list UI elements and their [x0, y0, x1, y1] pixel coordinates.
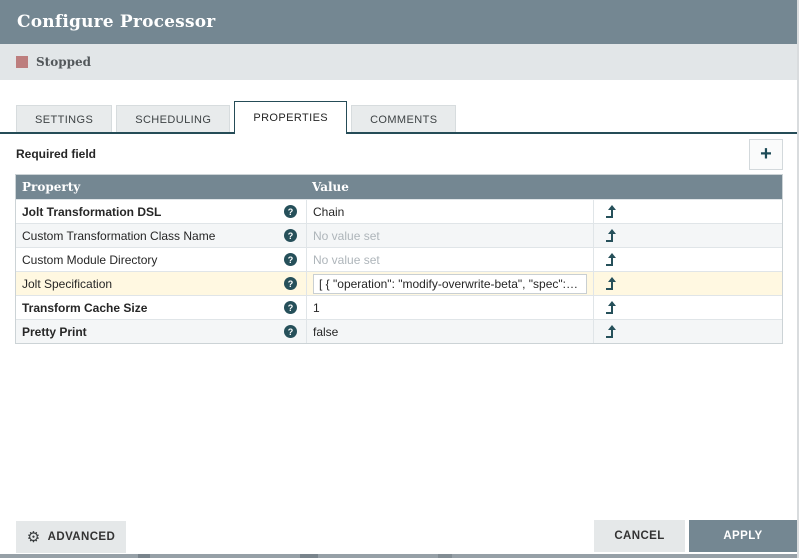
- property-value-cell[interactable]: No value set: [306, 224, 594, 247]
- stop-square-icon: [16, 56, 28, 68]
- advanced-button-label: ADVANCED: [47, 531, 116, 543]
- table-row[interactable]: Jolt Transformation DSL ? Chain: [16, 199, 782, 223]
- tab-settings[interactable]: SETTINGS: [16, 105, 113, 134]
- property-value: No value set: [313, 252, 380, 267]
- tab-properties[interactable]: PROPERTIES: [234, 101, 348, 134]
- dialog-header: Configure Processor: [0, 0, 797, 44]
- status-bar: Stopped: [0, 44, 797, 80]
- question-circle-icon[interactable]: ?: [284, 205, 297, 218]
- question-circle-icon[interactable]: ?: [284, 229, 297, 242]
- background-page-edge: [0, 554, 797, 558]
- required-field-label: Required field: [16, 147, 97, 161]
- question-circle-icon[interactable]: ?: [284, 301, 297, 314]
- table-row[interactable]: Custom Module Directory ? No value set: [16, 247, 782, 271]
- property-name: Custom Module Directory: [22, 252, 158, 267]
- advanced-button[interactable]: ⚙ ADVANCED: [16, 521, 126, 553]
- level-up-arrow-icon[interactable]: [604, 301, 617, 314]
- property-name: Transform Cache Size: [22, 300, 148, 315]
- column-header-property: Property: [22, 180, 81, 194]
- dialog-title: Configure Processor: [17, 12, 216, 32]
- question-circle-icon[interactable]: ?: [284, 277, 297, 290]
- level-up-arrow-icon[interactable]: [604, 253, 617, 266]
- apply-button[interactable]: APPLY: [689, 520, 797, 552]
- level-up-arrow-icon[interactable]: [604, 277, 617, 290]
- question-circle-icon[interactable]: ?: [284, 253, 297, 266]
- property-name: Pretty Print: [22, 324, 87, 339]
- table-row[interactable]: Transform Cache Size ? 1: [16, 295, 782, 319]
- property-name: Jolt Specification: [22, 276, 113, 291]
- tab-scheduling[interactable]: SCHEDULING: [116, 105, 231, 134]
- property-value-cell[interactable]: 1: [306, 296, 594, 319]
- gear-icon: ⚙: [26, 528, 41, 546]
- table-row[interactable]: Jolt Specification ? [ { "operation": "m…: [16, 271, 782, 295]
- property-value: [ { "operation": "modify-overwrite-beta"…: [313, 273, 587, 294]
- property-name: Jolt Transformation DSL: [22, 204, 162, 219]
- cancel-button[interactable]: CANCEL: [594, 520, 685, 552]
- tab-comments[interactable]: COMMENTS: [351, 105, 457, 134]
- property-value-cell[interactable]: Chain: [306, 200, 594, 223]
- property-value-cell[interactable]: No value set: [306, 248, 594, 271]
- column-header-value: Value: [312, 180, 349, 194]
- property-value: No value set: [313, 228, 380, 243]
- property-value-cell[interactable]: [ { "operation": "modify-overwrite-beta"…: [306, 272, 594, 295]
- properties-table: Property Value Jolt Transformation DSL ?…: [15, 174, 783, 344]
- property-value: false: [313, 324, 339, 339]
- property-name: Custom Transformation Class Name: [22, 228, 216, 243]
- property-value-cell[interactable]: false: [306, 320, 594, 343]
- level-up-arrow-icon[interactable]: [604, 229, 617, 242]
- table-row[interactable]: Custom Transformation Class Name ? No va…: [16, 223, 782, 247]
- level-up-arrow-icon[interactable]: [604, 205, 617, 218]
- level-up-arrow-icon[interactable]: [604, 325, 617, 338]
- add-property-button[interactable]: +: [749, 138, 783, 170]
- table-row[interactable]: Pretty Print ? false: [16, 319, 782, 343]
- properties-toolbar: Required field +: [0, 134, 797, 174]
- plus-icon: +: [760, 143, 772, 165]
- tab-bar: SETTINGS SCHEDULING PROPERTIES COMMENTS: [0, 101, 797, 134]
- question-circle-icon[interactable]: ?: [284, 325, 297, 338]
- status-label: Stopped: [36, 55, 92, 69]
- table-header: Property Value: [16, 175, 782, 199]
- property-value: 1: [313, 300, 320, 315]
- property-value: Chain: [313, 204, 345, 219]
- table-body: Jolt Transformation DSL ? Chain Custom T…: [16, 199, 782, 343]
